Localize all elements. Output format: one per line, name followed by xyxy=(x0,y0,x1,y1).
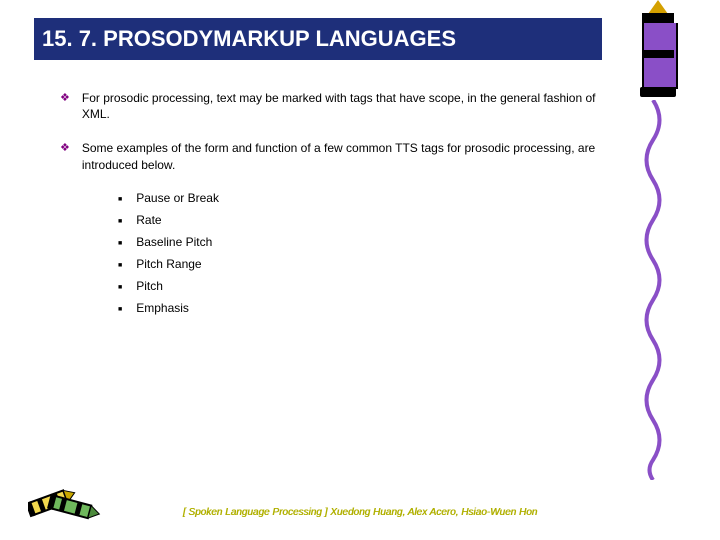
sub-text: Pitch xyxy=(136,279,163,293)
sub-text: Pause or Break xyxy=(136,191,219,205)
diamond-icon: ❖ xyxy=(60,141,70,172)
sub-text: Pitch Range xyxy=(136,257,201,271)
diamond-icon: ❖ xyxy=(60,91,70,122)
bullet-item: ❖ Some examples of the form and function… xyxy=(60,140,620,172)
sub-text: Rate xyxy=(136,213,161,227)
list-item: ■ Baseline Pitch xyxy=(118,235,620,249)
bullet-text: For prosodic processing, text may be mar… xyxy=(82,90,620,122)
content-area: ❖ For prosodic processing, text may be m… xyxy=(60,90,620,323)
sub-text: Baseline Pitch xyxy=(136,235,212,249)
list-item: ■ Emphasis xyxy=(118,301,620,315)
square-icon: ■ xyxy=(118,196,122,203)
sub-list: ■ Pause or Break ■ Rate ■ Baseline Pitch… xyxy=(118,191,620,315)
square-icon: ■ xyxy=(118,218,122,225)
square-icon: ■ xyxy=(118,262,122,269)
square-icon: ■ xyxy=(118,284,122,291)
list-item: ■ Pitch Range xyxy=(118,257,620,271)
bullet-text: Some examples of the form and function o… xyxy=(82,140,620,172)
list-item: ■ Pause or Break xyxy=(118,191,620,205)
list-item: ■ Pitch xyxy=(118,279,620,293)
square-icon: ■ xyxy=(118,240,122,247)
square-icon: ■ xyxy=(118,306,122,313)
sub-text: Emphasis xyxy=(136,301,189,315)
squiggle-decoration xyxy=(638,100,668,480)
title-bar: 15. 7. PROSODYMARKUP LANGUAGES xyxy=(34,18,602,60)
crayon-decoration-bottom xyxy=(28,473,108,528)
slide-title: 15. 7. PROSODYMARKUP LANGUAGES xyxy=(42,26,456,52)
footer-citation: [ Spoken Language Processing ] Xuedong H… xyxy=(0,507,720,518)
list-item: ■ Rate xyxy=(118,213,620,227)
bullet-item: ❖ For prosodic processing, text may be m… xyxy=(60,90,620,122)
crayon-decoration-top xyxy=(634,0,682,100)
